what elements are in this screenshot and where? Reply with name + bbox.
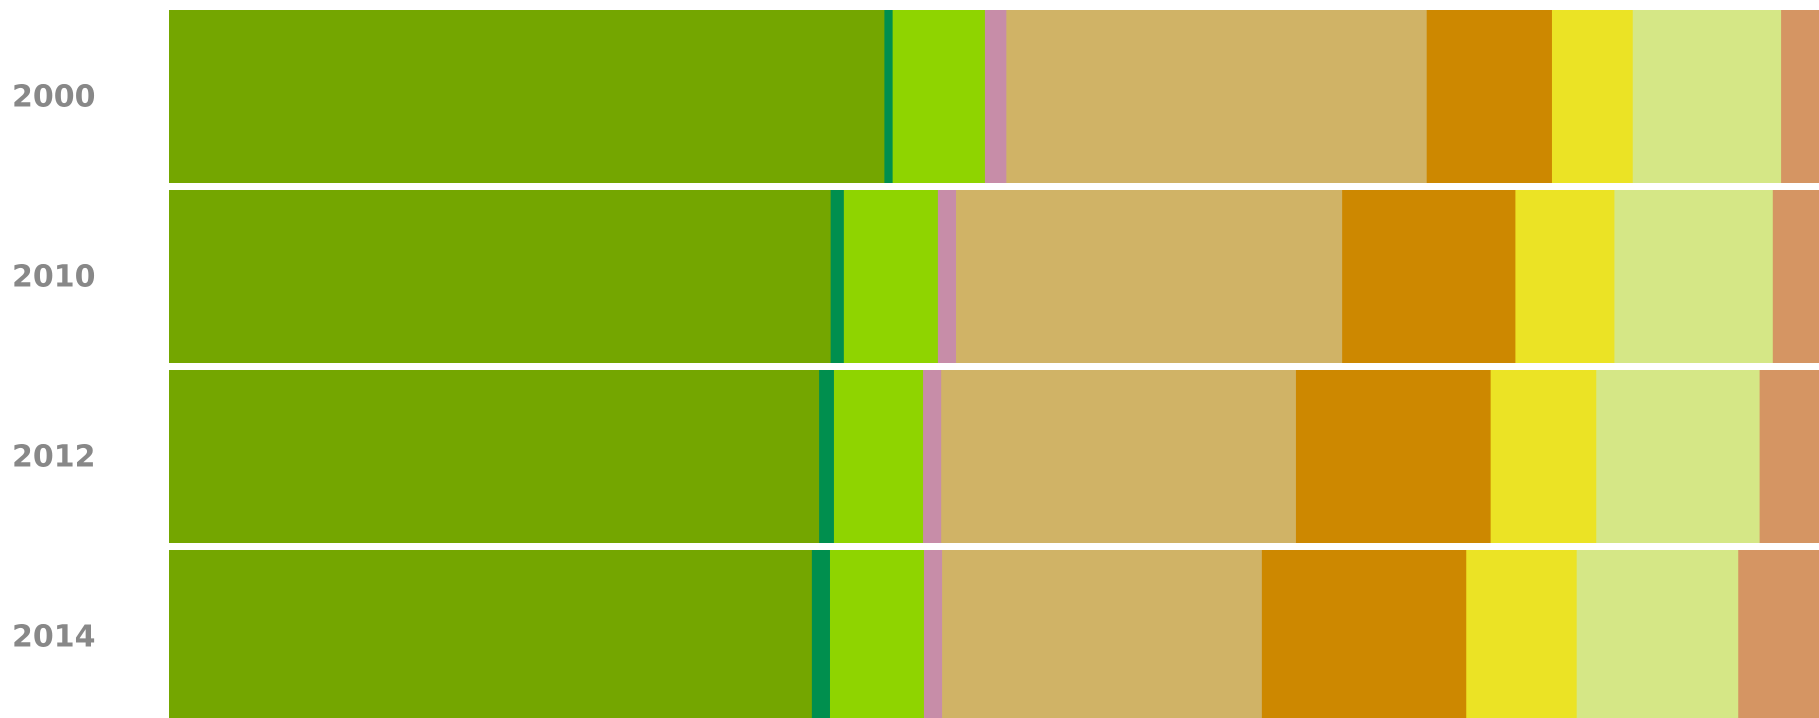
bar-segment bbox=[941, 370, 1297, 543]
bar-segment bbox=[1632, 10, 1782, 183]
bar-segment bbox=[1576, 550, 1739, 718]
bar-segment bbox=[1781, 10, 1819, 183]
bar-segment bbox=[1772, 190, 1819, 363]
bar-segment bbox=[843, 190, 939, 363]
bar-segment bbox=[169, 190, 832, 363]
bar-segment bbox=[830, 190, 845, 363]
bar-segment bbox=[956, 190, 1343, 363]
bar-segment bbox=[169, 550, 813, 718]
bar-segment bbox=[1759, 370, 1819, 543]
bar-segment bbox=[984, 10, 1007, 183]
bar-segment bbox=[923, 550, 943, 718]
bar-segment bbox=[923, 370, 942, 543]
bar-segment bbox=[884, 10, 894, 183]
year-label: 2000 bbox=[12, 80, 96, 115]
bar-segment bbox=[1261, 550, 1467, 718]
bar-segment bbox=[937, 190, 957, 363]
bar-segment bbox=[1596, 370, 1760, 543]
year-label: 2012 bbox=[12, 440, 96, 475]
bar-segment bbox=[1006, 10, 1428, 183]
bar-segment bbox=[1738, 550, 1819, 718]
bar-segment bbox=[1551, 10, 1634, 183]
bar-segment bbox=[1490, 370, 1597, 543]
bar-segment bbox=[819, 370, 835, 543]
bar-segment bbox=[829, 550, 925, 718]
bar-segment bbox=[169, 10, 885, 183]
bar-segment bbox=[811, 550, 831, 718]
bar-segment bbox=[1466, 550, 1578, 718]
bar-segment bbox=[833, 370, 924, 543]
bar-segment bbox=[1515, 190, 1615, 363]
bar-segment bbox=[169, 370, 820, 543]
bar-segment bbox=[942, 550, 1263, 718]
bars bbox=[169, 10, 1819, 718]
year-label: 2014 bbox=[12, 620, 96, 655]
bar-segment bbox=[1295, 370, 1492, 543]
year-labels: 2000 2010 2012 2014 bbox=[12, 80, 96, 655]
bar-segment bbox=[1426, 10, 1553, 183]
year-label: 2010 bbox=[12, 260, 96, 295]
bar-segment bbox=[1614, 190, 1774, 363]
bar-segment bbox=[892, 10, 986, 183]
bar-segment bbox=[1342, 190, 1516, 363]
